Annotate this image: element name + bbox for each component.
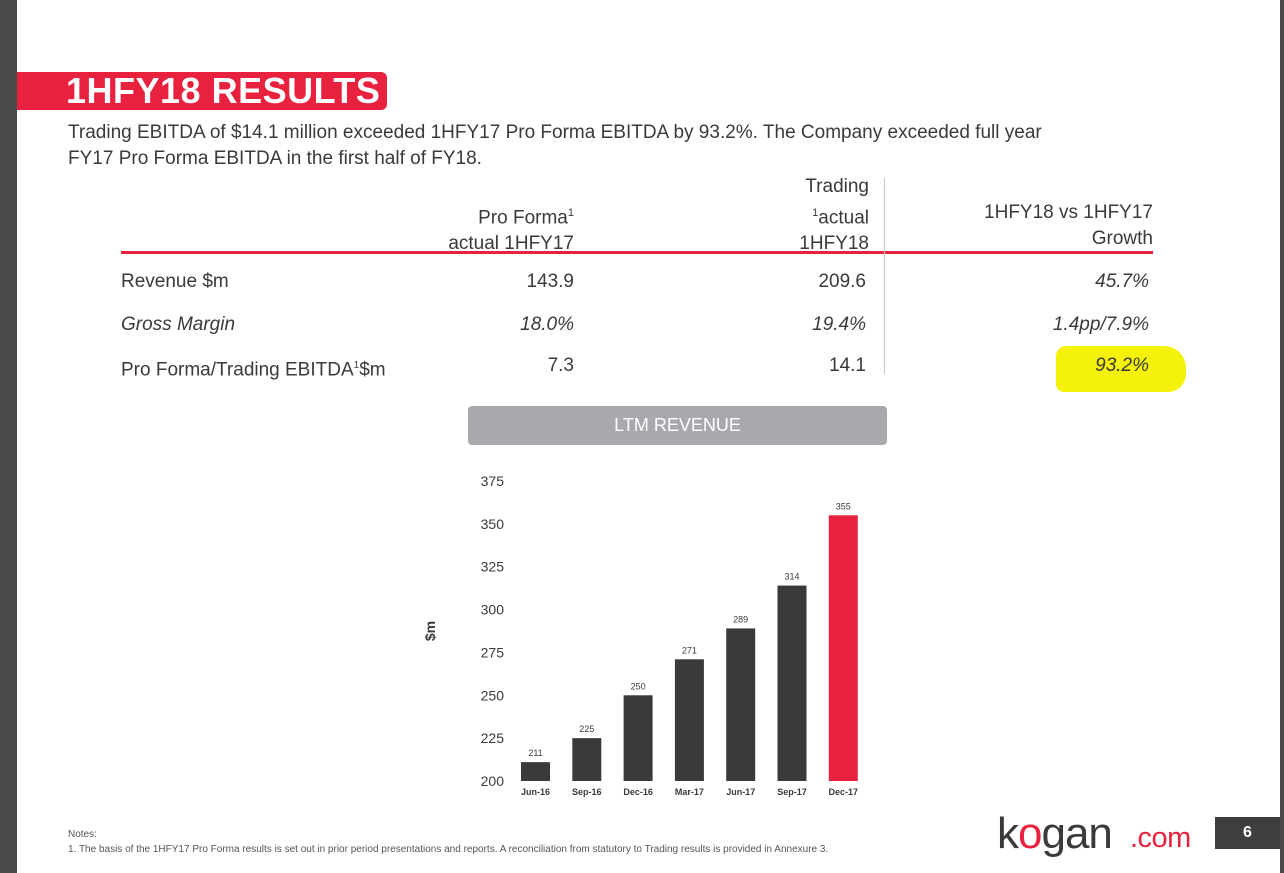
title-banner: [17, 72, 387, 110]
y-tick-label: 200: [481, 773, 505, 789]
y-axis-label: $m: [422, 621, 438, 641]
y-tick-label: 250: [481, 687, 505, 703]
notes-text: 1. The basis of the 1HFY17 Pro Forma res…: [68, 844, 829, 855]
y-tick-label: 225: [481, 730, 505, 746]
footnote-marker: 1: [567, 207, 574, 219]
x-tick-label: Jun-17: [726, 787, 755, 797]
y-tick-label: 275: [481, 644, 505, 660]
row-label: Pro Forma/Trading EBITDA1$m: [121, 359, 386, 381]
x-tick-label: Jun-16: [521, 787, 550, 797]
logo-wordmark: kogan: [997, 809, 1113, 858]
trading-value: 209.6: [818, 271, 866, 292]
ltm-revenue-chart: 200 225 250 275 300 325 350 375 $m 211 Jun-16 225 Se…: [422, 473, 859, 797]
col-growth-header: 1HFY18 vs 1HFY17 Growth: [984, 202, 1153, 249]
trading-value: 14.1: [829, 355, 866, 376]
trading-value: 19.4%: [812, 314, 866, 335]
y-tick-label: 350: [481, 516, 505, 532]
footnote-marker: 1: [353, 360, 360, 371]
y-tick-label: 300: [481, 602, 505, 618]
pro-forma-value: 18.0%: [520, 314, 574, 335]
bar: [521, 762, 550, 781]
bar: [777, 585, 807, 781]
bar-value-label: 250: [631, 681, 646, 691]
left-frame-border: [0, 0, 17, 873]
y-tick-label: 325: [481, 559, 505, 575]
bar-value-label: 355: [836, 501, 851, 511]
bar: [726, 628, 756, 781]
notes: Notes: 1. The basis of the 1HFY17 Pro Fo…: [68, 827, 828, 857]
bar-value-label: 314: [784, 572, 799, 582]
bar: [623, 695, 653, 781]
x-tick-label: Dec-16: [623, 787, 653, 797]
bar-value-label: 211: [528, 748, 542, 758]
bar-value-label: 289: [733, 614, 748, 624]
x-tick-label: Dec-17: [829, 787, 859, 797]
col-trading-header: Trading 1actual 1HFY18: [799, 176, 869, 255]
right-frame-border: [1280, 0, 1284, 873]
growth-value: 45.7%: [1095, 271, 1149, 292]
bar: [828, 515, 858, 781]
bar: [572, 738, 602, 781]
x-tick-label: Sep-17: [777, 787, 807, 797]
x-tick-label: Mar-17: [675, 787, 704, 797]
y-tick-label: 375: [481, 473, 505, 489]
bar-value-label: 225: [579, 724, 594, 734]
intro-line-1: Trading EBITDA of $14.1 million exceeded…: [68, 122, 1042, 143]
page-number: 6: [1215, 817, 1280, 849]
growth-highlight: [1056, 346, 1186, 392]
pro-forma-value: 7.3: [547, 355, 574, 376]
logo-dotcom: .com: [1130, 822, 1191, 854]
notes-heading: Notes:: [68, 829, 97, 840]
slide-title: 1HFY18 RESULTS: [66, 70, 381, 111]
chart-header: LTM REVENUE: [468, 406, 887, 445]
col-pro-forma-header: Pro Forma1 actual 1HFY17: [448, 207, 574, 255]
intro-paragraph: Trading EBITDA of $14.1 million exceeded…: [68, 120, 1218, 172]
footnote-marker: 1: [812, 207, 819, 219]
intro-line-2: FY17 Pro Forma EBITDA in the first half …: [68, 148, 482, 169]
bar-value-label: 271: [682, 645, 697, 655]
table-header-rule: [121, 251, 1153, 254]
growth-value: 1.4pp/7.9%: [1052, 314, 1149, 335]
row-label: Gross Margin: [121, 314, 236, 335]
growth-value: 93.2%: [1095, 355, 1149, 376]
x-tick-label: Sep-16: [572, 787, 602, 797]
bar: [674, 659, 704, 781]
pro-forma-value: 143.9: [526, 271, 574, 292]
table-column-divider: [884, 178, 885, 374]
row-label: Revenue $m: [121, 271, 229, 292]
